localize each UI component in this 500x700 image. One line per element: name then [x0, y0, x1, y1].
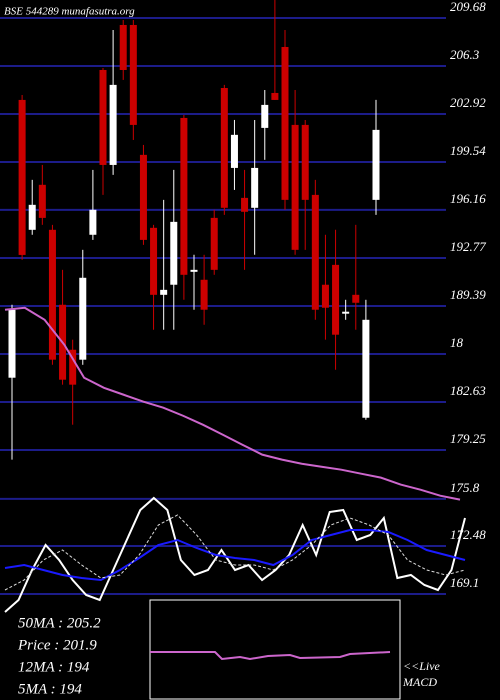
candle-body [150, 227, 158, 295]
y-tick-label: 169.1 [450, 575, 479, 590]
live-label: <<Live [403, 659, 441, 673]
candle-body [109, 84, 117, 165]
candle-body [210, 217, 218, 270]
candle-body [99, 69, 107, 165]
y-tick-label: 209.68 [450, 0, 486, 14]
candle-body [18, 99, 26, 255]
info-5ma: 5MA : 194 [18, 681, 82, 697]
candle-body [301, 124, 309, 200]
candle-body [241, 197, 249, 212]
macd-line [4, 529, 466, 582]
candle-body [230, 134, 238, 168]
candle-body [79, 277, 87, 360]
candle-body [352, 294, 360, 303]
macd-line [4, 496, 466, 613]
y-tick-label: 196.16 [450, 191, 486, 206]
chart-title: BSE 544289 munafasutra.org [4, 6, 135, 18]
candle-body [170, 221, 178, 285]
candle-body [261, 104, 269, 128]
candle-body [362, 319, 370, 418]
macd-label: MACD [402, 675, 437, 689]
macd-line [4, 514, 466, 591]
candle-body [48, 229, 56, 360]
y-tick-label: 192.77 [450, 239, 486, 254]
info-price: Price : 201.9 [17, 637, 97, 653]
info-50ma: 50MA : 205.2 [18, 615, 101, 631]
candle-body [220, 88, 228, 208]
macd-box [149, 599, 401, 700]
moving-average [4, 306, 461, 501]
candle-body [180, 117, 188, 275]
candle-body [281, 46, 289, 200]
y-tick-label: 182.63 [450, 383, 486, 398]
candle-body [372, 129, 380, 200]
y-tick-label: 206.3 [450, 47, 480, 62]
candle-body [38, 184, 46, 218]
candle-body [69, 349, 77, 385]
candle-body [321, 284, 329, 308]
candle-body [8, 309, 16, 378]
candle-body [89, 209, 97, 235]
candle-body [332, 264, 340, 335]
candle-body [190, 269, 198, 272]
y-tick-label: 175.8 [450, 480, 480, 495]
candle-body [119, 24, 127, 70]
candle-body [271, 92, 279, 100]
candle-body [311, 194, 319, 310]
macd-signal-line [150, 651, 391, 661]
candle-body [251, 167, 259, 208]
y-tick-label: 179.25 [450, 431, 486, 446]
candle-body [291, 124, 299, 250]
candle-body [28, 204, 36, 230]
y-tick-label: 172.48 [450, 527, 486, 542]
candle-body [200, 279, 208, 310]
y-tick-label: 202.92 [450, 95, 486, 110]
y-tick-label: 199.54 [450, 143, 486, 158]
info-12ma: 12MA : 194 [18, 659, 90, 675]
candle-body [342, 311, 350, 314]
y-tick-label: 18 [450, 335, 464, 350]
candle-body [160, 289, 168, 295]
candle-body [139, 154, 147, 240]
candle-body [129, 24, 137, 125]
y-tick-label: 189.39 [450, 287, 486, 302]
